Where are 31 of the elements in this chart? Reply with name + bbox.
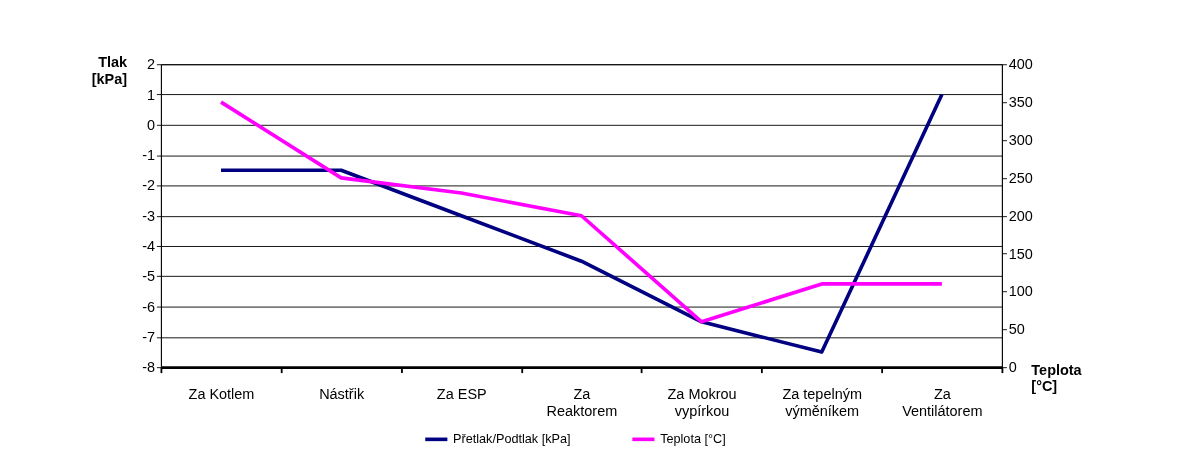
y-tick-label: 1 xyxy=(147,86,156,103)
x-tick-label: Za Ventilátorem xyxy=(902,386,983,419)
y2-tick-label: 50 xyxy=(1008,321,1025,338)
x-tick-label: Za Mokrou vypírkou xyxy=(667,386,737,419)
y2-axis-title: Teplota [°C] xyxy=(1031,361,1083,395)
y-axis-title: Tlak [kPa] xyxy=(91,54,129,87)
y-tick-label: -3 xyxy=(142,207,156,224)
y2-tick-label: 300 xyxy=(1008,131,1033,148)
x-tick-label: Za ESP xyxy=(436,386,487,403)
y-tick-label: -2 xyxy=(142,177,156,194)
y-tick-label: -6 xyxy=(142,298,156,315)
legend-label: Přetlak/Podtlak [kPa] xyxy=(453,431,571,446)
legend-label: Teplota [°C] xyxy=(660,431,726,446)
x-tick-label: Za Reaktorem xyxy=(546,386,618,419)
y-tick-label: 0 xyxy=(147,116,156,133)
y-tick-label: 2 xyxy=(147,56,156,73)
y2-tick-label: 100 xyxy=(1008,283,1033,300)
y2-tick-label: 250 xyxy=(1008,169,1033,186)
y2-tick-label: 400 xyxy=(1008,56,1033,73)
y2-tick-label: 0 xyxy=(1008,359,1017,376)
y2-tick-label: 150 xyxy=(1008,245,1033,262)
x-tick-label: Za tepelným výměníkem xyxy=(782,386,862,419)
y-tick-label: -7 xyxy=(142,328,156,345)
y-tick-label: -8 xyxy=(142,359,156,376)
y-tick-label: -1 xyxy=(142,147,156,164)
x-tick-label: Nástřik xyxy=(319,386,365,403)
y-tick-label: -5 xyxy=(142,268,156,285)
y2-tick-label: 200 xyxy=(1008,207,1033,224)
y2-tick-label: 350 xyxy=(1008,94,1033,111)
x-tick-label: Za Kotlem xyxy=(188,386,255,403)
y-tick-label: -4 xyxy=(142,238,156,255)
